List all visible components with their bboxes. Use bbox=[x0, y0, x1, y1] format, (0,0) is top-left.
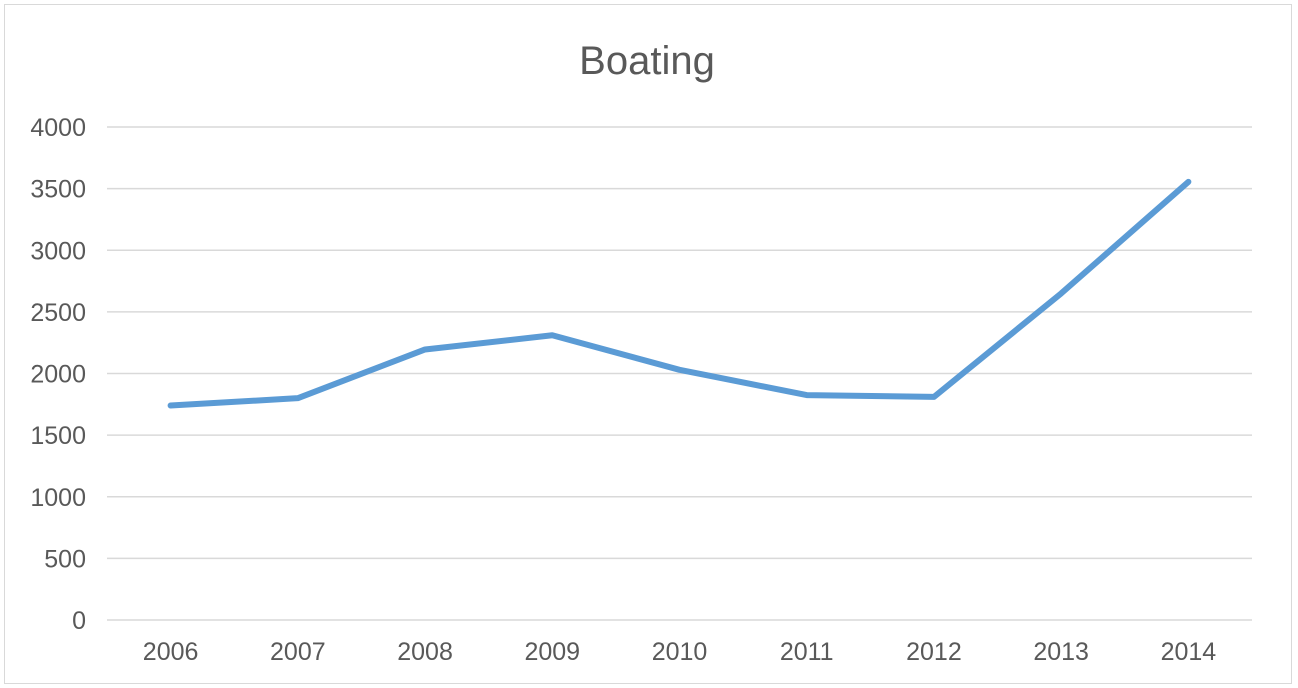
x-tick-label: 2006 bbox=[143, 638, 199, 666]
y-axis: 0 500 1000 1500 2000 2500 3000 3500 4000 bbox=[30, 114, 86, 635]
x-tick-label: 2014 bbox=[1161, 638, 1217, 666]
y-tick-label: 4000 bbox=[30, 114, 86, 142]
chart-title: Boating bbox=[579, 39, 715, 83]
y-tick-label: 2500 bbox=[30, 299, 86, 327]
x-tick-label: 2012 bbox=[906, 638, 962, 666]
y-tick-label: 1000 bbox=[30, 484, 86, 512]
x-tick-label: 2008 bbox=[397, 638, 453, 666]
x-tick-label: 2007 bbox=[270, 638, 326, 666]
x-tick-label: 2009 bbox=[524, 638, 580, 666]
y-tick-label: 2000 bbox=[30, 361, 86, 389]
y-tick-label: 500 bbox=[44, 545, 86, 573]
y-tick-label: 1500 bbox=[30, 422, 86, 450]
data-series bbox=[167, 178, 1192, 409]
x-tick-label: 2010 bbox=[652, 638, 708, 666]
y-tick-label: 0 bbox=[72, 607, 86, 635]
gridlines bbox=[107, 126, 1252, 621]
x-tick-label: 2013 bbox=[1033, 638, 1089, 666]
y-tick-label: 3500 bbox=[30, 176, 86, 204]
x-tick-label: 2011 bbox=[780, 638, 834, 666]
series-line-0 bbox=[167, 178, 1192, 409]
y-tick-label: 3000 bbox=[30, 237, 86, 265]
chart-frame bbox=[4, 4, 1292, 684]
x-axis: 2006 2007 2008 2009 2010 2011 2012 2013 2014 bbox=[143, 638, 1216, 666]
